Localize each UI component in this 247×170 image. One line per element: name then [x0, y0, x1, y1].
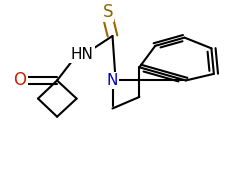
Text: S: S: [102, 3, 113, 21]
Text: N: N: [107, 73, 118, 88]
Text: HN: HN: [71, 47, 93, 62]
Text: O: O: [13, 71, 26, 89]
